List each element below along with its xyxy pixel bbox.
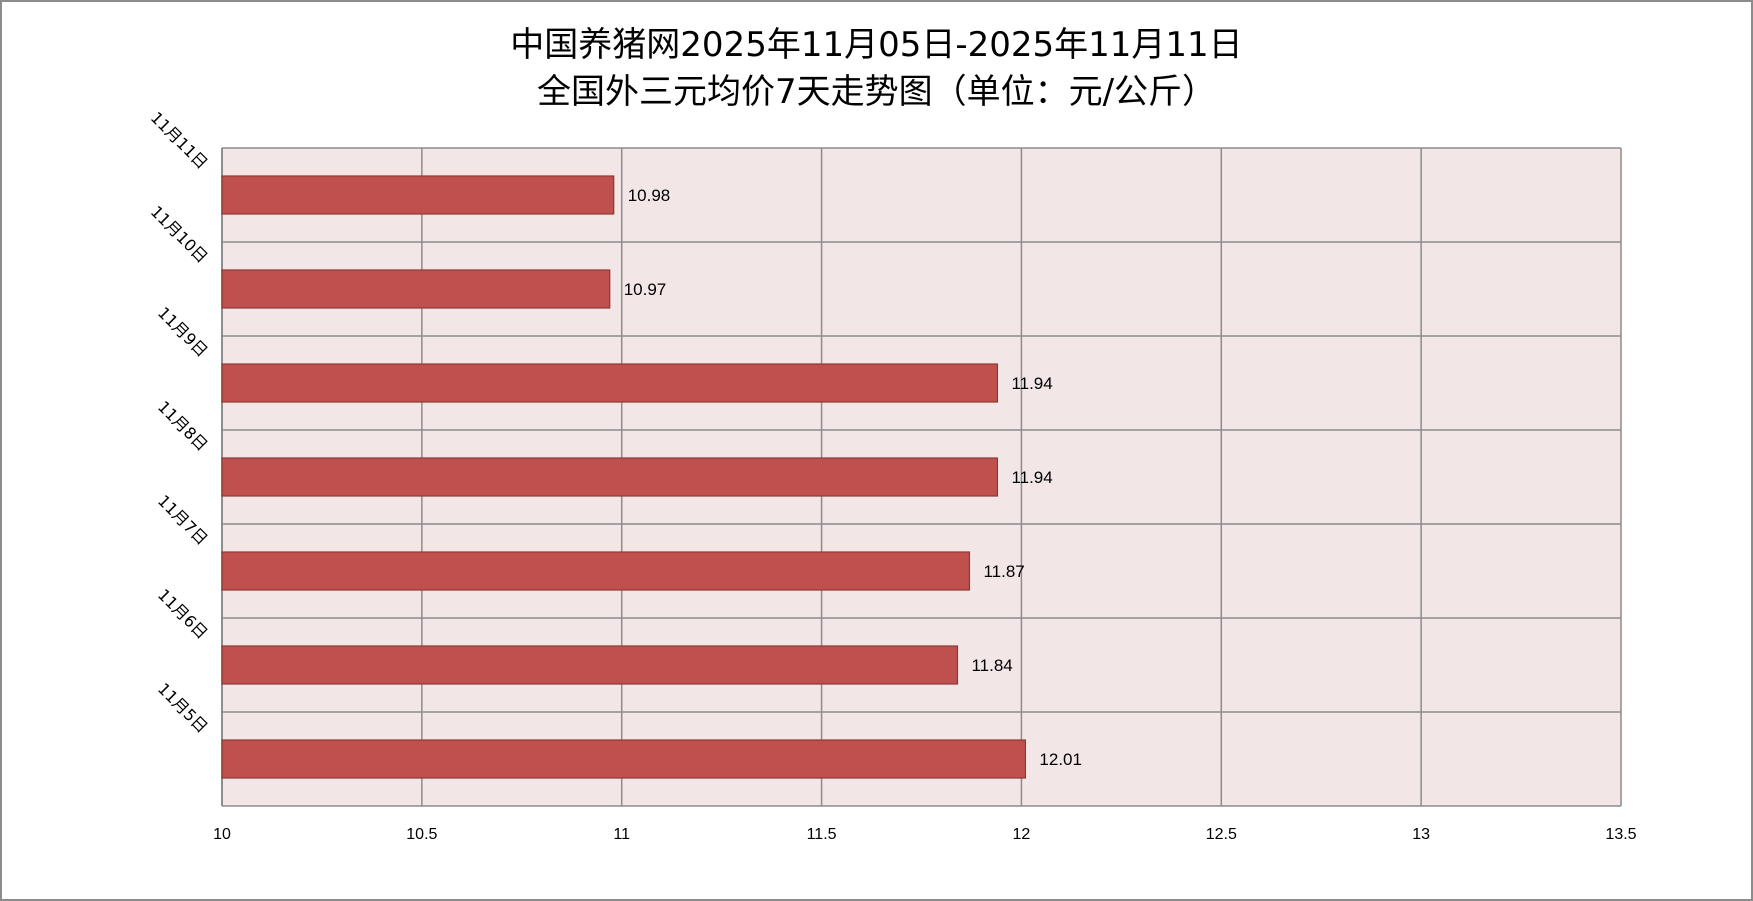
bar: [221, 551, 971, 591]
bar: [221, 645, 959, 685]
x-tick-label: 11.5: [807, 826, 837, 843]
data-label: 12.01: [1039, 750, 1082, 769]
x-tick-label: 13.5: [1605, 826, 1636, 843]
x-tick-label: 13: [1412, 826, 1430, 843]
x-tick-label: 10: [213, 826, 231, 843]
x-tick-label: 12.5: [1206, 826, 1237, 843]
data-label: 11.84: [971, 656, 1012, 675]
data-label: 11.94: [1011, 468, 1052, 487]
category-label: 11月6日: [154, 585, 212, 643]
x-tick-label: 11: [613, 826, 630, 843]
chart-title-line-1: 中国养猪网2025年11月05日-2025年11月11日: [510, 25, 1243, 65]
category-label: 11月8日: [154, 397, 212, 455]
data-label: 10.98: [628, 186, 671, 205]
x-tick-label: 10.5: [406, 826, 437, 843]
bar: [221, 363, 999, 403]
chart-title-line-2: 全国外三元均价7天走势图（单位：元/公斤）: [536, 72, 1217, 112]
chart-title: 中国养猪网2025年11月05日-2025年11月11日 全国外三元均价7天走势…: [0, 22, 1753, 116]
data-label: 11.94: [1011, 374, 1052, 393]
category-label: 11月5日: [154, 679, 212, 737]
category-label: 11月7日: [154, 491, 212, 549]
bar: [221, 457, 999, 497]
bar: [221, 175, 615, 215]
category-label: 11月9日: [154, 303, 212, 361]
data-label: 11.87: [983, 562, 1024, 581]
category-label: 11月10日: [147, 202, 212, 267]
bar: [221, 269, 611, 309]
bar: [221, 739, 1027, 779]
category-label: 11月11日: [147, 108, 212, 173]
data-label: 10.97: [624, 280, 667, 299]
x-tick-label: 12: [1013, 826, 1031, 843]
